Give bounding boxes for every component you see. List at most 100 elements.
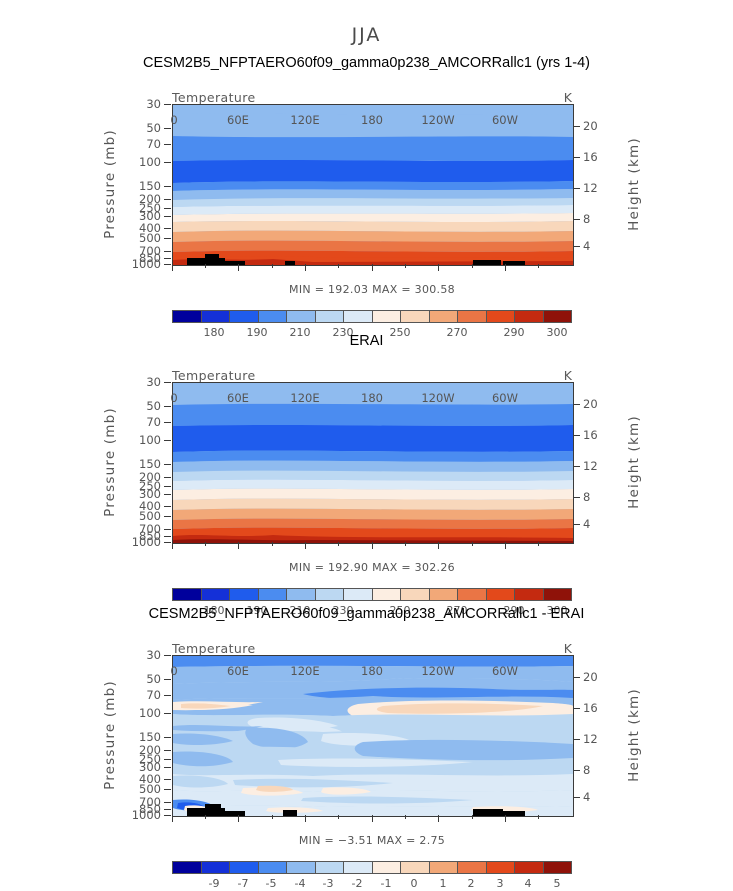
- ytick-100: [164, 440, 171, 442]
- cbar-cell: [543, 589, 571, 600]
- ylabel-right-16km: 16: [583, 701, 598, 715]
- xtick-120W: [438, 815, 440, 822]
- ylabel-850: 850: [139, 529, 161, 543]
- ylabel-200: 200: [139, 743, 161, 757]
- xlabel-60W: 60W: [491, 113, 519, 127]
- xlabel-120E: 120E: [290, 113, 320, 127]
- xtick-180: [372, 264, 374, 271]
- xtick-minor-2: [272, 815, 274, 819]
- xlabel-60E: 60E: [227, 391, 249, 405]
- ytick-right-4km: [573, 524, 580, 526]
- cbar-cell: [515, 589, 544, 600]
- xtick-120E: [305, 542, 307, 549]
- ytick-250: [164, 759, 171, 761]
- ytick-300: [164, 494, 171, 496]
- ytick-30: [164, 655, 171, 657]
- figure-canvas: JJA CESM2B5_NFPTAERO60f09_gamma0p238_AMC…: [0, 24, 733, 890]
- panel-model-minmax: MIN = 192.03 MAX = 300.58: [289, 283, 455, 296]
- xlabel-0: 0: [170, 391, 178, 405]
- cbar-label: -1: [380, 877, 392, 890]
- cbar-label: 210: [289, 604, 311, 617]
- ylabel-50: 50: [146, 399, 161, 413]
- ytick-1000: [164, 264, 171, 266]
- ylabel-30: 30: [146, 375, 161, 389]
- ytick-1000: [164, 542, 171, 544]
- cbar-cell: [287, 589, 316, 600]
- cbar-cell: [429, 311, 458, 322]
- y2axis-title: Height (km): [626, 688, 642, 782]
- ylabel-300: 300: [139, 209, 161, 223]
- ytick-200: [164, 477, 171, 479]
- cbar-label: 230: [332, 326, 354, 339]
- ylabel-700: 700: [139, 522, 161, 536]
- ytick-right-4km: [573, 246, 580, 248]
- panel-diff-field: [173, 656, 573, 816]
- ylabel-200: 200: [139, 470, 161, 484]
- ylabel-300: 300: [139, 487, 161, 501]
- ytick-right-20km: [573, 677, 580, 679]
- ylabel-70: 70: [146, 415, 161, 429]
- xtick-120W: [438, 542, 440, 549]
- cbar-cell: [401, 862, 430, 873]
- panel-diff-minmax: MIN = −3.51 MAX = 2.75: [298, 834, 446, 847]
- xlabel-60E: 60E: [227, 113, 249, 127]
- xlabel-180: 180: [361, 391, 383, 405]
- xtick-minor-1: [205, 264, 207, 268]
- xtick-180: [372, 542, 374, 549]
- xlabel-0: 0: [170, 664, 178, 678]
- ytick-right-20km: [573, 126, 580, 128]
- ylabel-50: 50: [146, 672, 161, 686]
- xtick-120W: [438, 264, 440, 271]
- variable-label: Temperature: [172, 641, 256, 656]
- cbar-cell: [458, 589, 487, 600]
- ylabel-30: 30: [146, 648, 161, 662]
- cbar-cell: [458, 311, 487, 322]
- cbar-label: 300: [546, 604, 568, 617]
- ylabel-200: 200: [139, 192, 161, 206]
- ytick-400: [164, 228, 171, 230]
- ytick-30: [164, 104, 171, 106]
- ylabel-100: 100: [139, 155, 161, 169]
- xtick-minor-6: [538, 542, 540, 546]
- ylabel-250: 250: [139, 201, 161, 215]
- ylabel-500: 500: [139, 782, 161, 796]
- xtick-60E: [238, 815, 240, 822]
- yaxis-title: Pressure (mb): [102, 129, 118, 239]
- cbar-label: 250: [389, 326, 411, 339]
- ytick-right-12km: [573, 188, 580, 190]
- ytick-70: [164, 144, 171, 146]
- cbar-cell: [258, 311, 287, 322]
- ytick-400: [164, 779, 171, 781]
- cbar-cell: [287, 311, 316, 322]
- ylabel-right-12km: 12: [583, 181, 598, 195]
- cbar-cell: [258, 862, 287, 873]
- y2axis-title: Height (km): [626, 415, 642, 509]
- xtick-0: [172, 264, 174, 271]
- cbar-cell: [344, 311, 373, 322]
- ytick-150: [164, 464, 171, 466]
- ylabel-250: 250: [139, 752, 161, 766]
- cbar-label: -7: [237, 877, 249, 890]
- panel-obs: ERAI Temperature K: [0, 333, 733, 617]
- ytick-300: [164, 767, 171, 769]
- panel-obs-minmax: MIN = 192.90 MAX = 302.26: [289, 561, 455, 574]
- cbar-cell: [287, 862, 316, 873]
- cbar-cell: [315, 589, 344, 600]
- ylabel-right-8km: 8: [583, 763, 591, 777]
- ylabel-right-20km: 20: [583, 119, 598, 133]
- cbar-label: -5: [265, 877, 277, 890]
- cbar-cell: [515, 862, 544, 873]
- cbar-cell: [230, 311, 259, 322]
- cbar-label: 300: [546, 326, 568, 339]
- ytick-100: [164, 713, 171, 715]
- ytick-500: [164, 516, 171, 518]
- cbar-cell: [372, 862, 401, 873]
- ytick-right-8km: [573, 497, 580, 499]
- cbar-cell: [258, 589, 287, 600]
- ytick-right-8km: [573, 770, 580, 772]
- ytick-70: [164, 422, 171, 424]
- panel-diff-colorbar-labels: -9 -7 -5 -4 -3 -2 -1 0 1 2 3 4 5: [172, 877, 572, 891]
- ytick-right-8km: [573, 219, 580, 221]
- ylabel-right-20km: 20: [583, 397, 598, 411]
- xtick-60W: [505, 264, 507, 271]
